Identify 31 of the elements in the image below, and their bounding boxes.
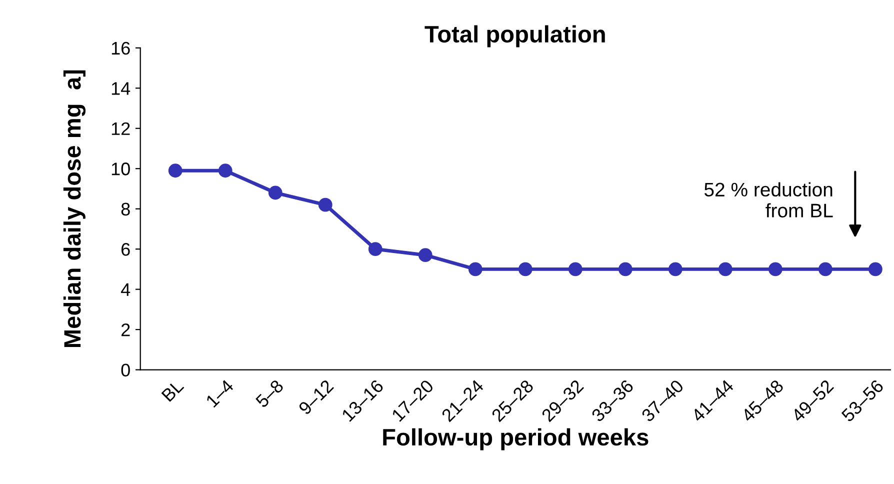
- y-tick-label: 10: [112, 162, 130, 176]
- x-tick-label: BL: [161, 379, 184, 402]
- annotation: 52 % reduction from BL: [704, 182, 833, 218]
- y-tick-label: 4: [121, 283, 130, 296]
- point: [168, 164, 182, 178]
- point: [718, 262, 732, 276]
- point: [768, 262, 782, 276]
- y-tick-label: 8: [121, 202, 130, 216]
- point: [818, 262, 832, 276]
- point: [218, 164, 232, 178]
- point: [268, 186, 282, 200]
- point: [368, 242, 382, 256]
- point: [518, 262, 532, 276]
- y-tick-label: 14: [112, 82, 130, 95]
- y-tick-label: 0: [121, 364, 130, 376]
- y-tick-label: 6: [122, 243, 130, 256]
- y-tick-label: 12: [112, 122, 130, 135]
- x-tick-label: 1–4: [206, 378, 234, 408]
- point: [668, 262, 682, 276]
- y-tick-label: 16: [112, 42, 130, 55]
- y-axis-title: Median daily dose mg a]: [63, 70, 86, 347]
- point: [318, 198, 332, 212]
- y-tick-label: 2: [122, 323, 130, 336]
- point: [618, 262, 632, 276]
- point: [868, 262, 882, 276]
- point: [468, 262, 482, 276]
- chart-title: Total population: [424, 25, 605, 48]
- x-axis-title: Follow-up period weeks: [383, 428, 648, 450]
- point: [568, 262, 582, 276]
- point: [418, 248, 432, 262]
- x-tick-label: 5–8: [254, 379, 284, 408]
